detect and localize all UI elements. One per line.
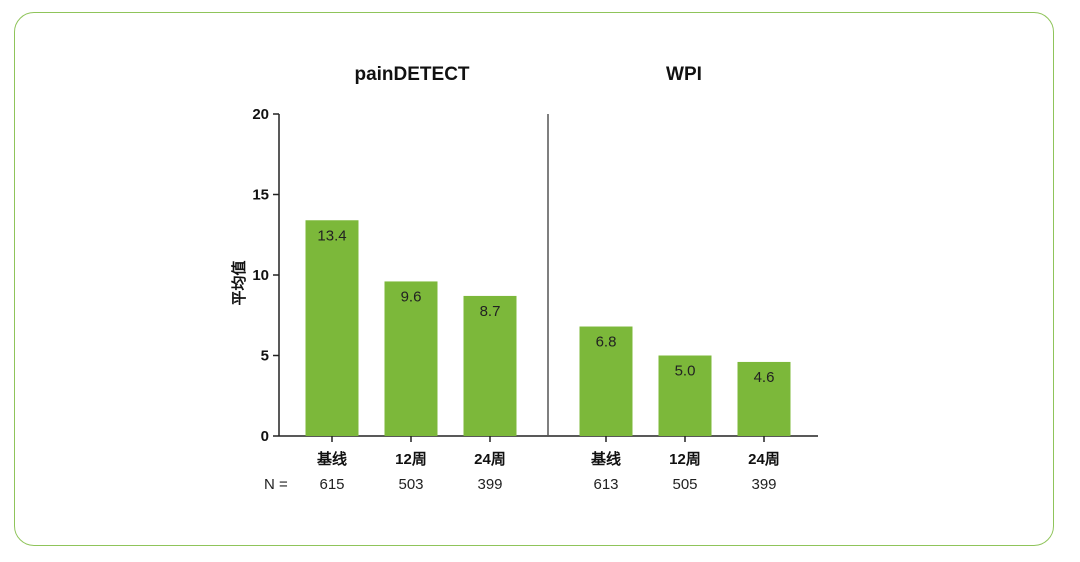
panel-title-paindetect: painDETECT — [354, 64, 469, 85]
data-label: 5.0 — [675, 363, 696, 380]
y-axis-label: 平均值 — [230, 261, 248, 306]
y-tick-label: 20 — [252, 106, 269, 123]
data-label: 8.7 — [480, 303, 501, 320]
x-tick-label: 12周 — [669, 451, 701, 468]
data-label: 4.6 — [754, 369, 775, 386]
y-tick-label: 15 — [252, 187, 269, 204]
x-tick-label: 24周 — [474, 451, 506, 468]
data-label: 6.8 — [596, 334, 617, 351]
n-value: 615 — [319, 476, 344, 493]
bar — [384, 281, 438, 436]
x-tick-label: 基线 — [316, 450, 347, 468]
bar — [463, 295, 517, 436]
n-value: 399 — [751, 476, 776, 493]
n-value: 399 — [477, 476, 502, 493]
n-label: N = — [264, 476, 288, 493]
n-value: 503 — [398, 476, 423, 493]
chart-card — [14, 12, 1054, 546]
x-tick-label: 24周 — [748, 451, 780, 468]
x-tick-label: 基线 — [590, 450, 621, 468]
bar — [579, 326, 633, 436]
data-label: 9.6 — [401, 288, 422, 305]
n-value: 613 — [593, 476, 618, 493]
data-label: 13.4 — [317, 227, 346, 244]
n-value: 505 — [672, 476, 697, 493]
panel-title-wpi: WPI — [666, 64, 702, 85]
bar — [305, 220, 359, 436]
bar — [658, 355, 712, 436]
bar — [737, 361, 791, 436]
x-tick-label: 12周 — [395, 451, 427, 468]
y-tick-label: 10 — [252, 267, 269, 284]
y-tick-label: 5 — [261, 348, 269, 365]
y-tick-label: 0 — [261, 428, 269, 445]
